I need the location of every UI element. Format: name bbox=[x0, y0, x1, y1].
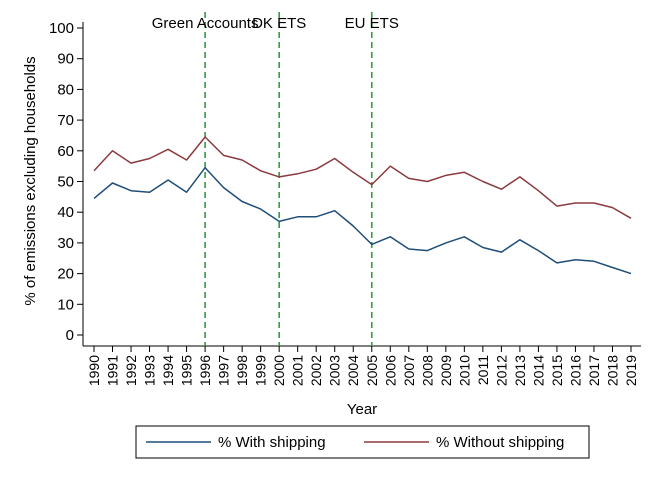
legend-label-with-shipping: % With shipping bbox=[218, 434, 326, 451]
legend-box bbox=[135, 425, 590, 459]
y-tick-label: 100 bbox=[49, 20, 74, 37]
y-tick-label: 30 bbox=[57, 235, 74, 252]
x-tick-label: 1999 bbox=[253, 355, 269, 386]
x-tick-label: 1995 bbox=[179, 355, 195, 386]
x-tick-label: 2013 bbox=[512, 355, 528, 386]
x-tick-label: 2009 bbox=[438, 355, 454, 386]
x-tick-label: 1993 bbox=[142, 355, 158, 386]
x-tick-label: 1996 bbox=[197, 355, 213, 386]
vline-label: DK ETS bbox=[252, 15, 306, 32]
x-axis-label: Year bbox=[347, 401, 377, 418]
x-tick-label: 1991 bbox=[105, 355, 121, 386]
vline-label: Green Accounts bbox=[152, 15, 259, 32]
x-tick-label: 2010 bbox=[456, 355, 472, 386]
x-tick-label: 1990 bbox=[86, 355, 102, 386]
x-tick-label: 2006 bbox=[382, 355, 398, 386]
legend: % With shipping % Without shipping bbox=[135, 425, 590, 459]
y-axis-label: % of emissions excluding households bbox=[22, 56, 39, 305]
y-tick-label: 50 bbox=[57, 174, 74, 191]
series-line-with-shipping bbox=[93, 166, 632, 275]
y-tick-label: 70 bbox=[57, 112, 74, 129]
x-tick-label: 1992 bbox=[123, 355, 139, 386]
series-line-without-shipping bbox=[93, 136, 632, 219]
x-tick-label: 2000 bbox=[271, 355, 287, 386]
y-tick-label: 60 bbox=[57, 143, 74, 160]
x-tick-label: 1994 bbox=[160, 355, 176, 386]
x-tick-label: 2017 bbox=[586, 355, 602, 386]
x-tick-label: 2012 bbox=[493, 355, 509, 386]
x-tick-label: 2016 bbox=[567, 355, 583, 386]
x-tick-label: 2014 bbox=[530, 355, 546, 386]
x-tick-label: 2002 bbox=[308, 355, 324, 386]
y-tick-label: 10 bbox=[57, 296, 74, 313]
x-tick-label: 2004 bbox=[345, 355, 361, 386]
x-tick-label: 2018 bbox=[604, 355, 620, 386]
legend-label-without-shipping: % Without shipping bbox=[436, 434, 564, 451]
y-tick-label: 90 bbox=[57, 51, 74, 68]
x-tick-label: 2001 bbox=[290, 355, 306, 386]
y-tick-label: 0 bbox=[66, 327, 74, 344]
x-tick-label: 2019 bbox=[623, 355, 639, 386]
y-tick-label: 20 bbox=[57, 266, 74, 283]
x-tick-label: 2008 bbox=[419, 355, 435, 386]
y-tick-label: 40 bbox=[57, 204, 74, 221]
x-tick-label: 1997 bbox=[216, 355, 232, 386]
vline-label: EU ETS bbox=[345, 15, 399, 32]
x-tick-label: 2003 bbox=[327, 355, 343, 386]
x-tick-label: 2015 bbox=[549, 355, 565, 386]
x-tick-label: 2011 bbox=[475, 355, 491, 385]
x-tick-label: 2005 bbox=[364, 355, 380, 386]
y-tick-label: 80 bbox=[57, 81, 74, 98]
x-tick-label: 2007 bbox=[401, 355, 417, 386]
x-tick-label: 1998 bbox=[234, 355, 250, 386]
